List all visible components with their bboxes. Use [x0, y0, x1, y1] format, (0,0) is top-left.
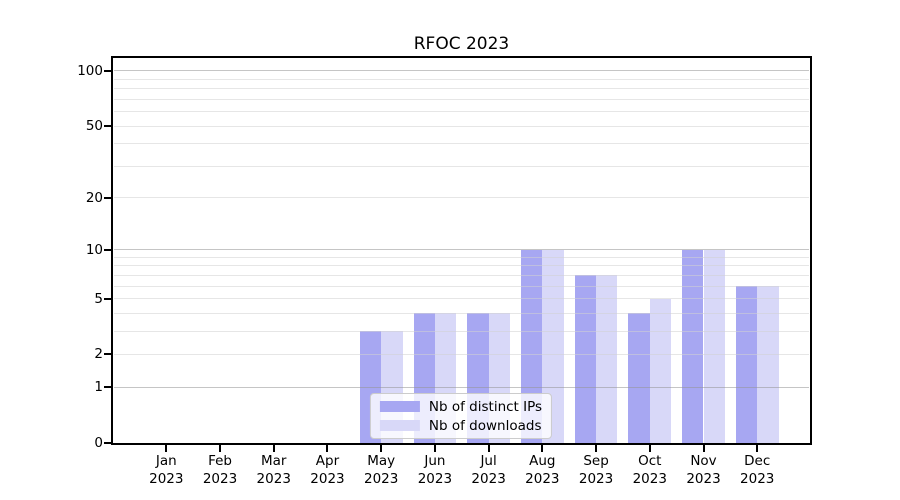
- y-tick-label-1: 1: [94, 379, 103, 396]
- x-tick-jan: [165, 445, 168, 452]
- x-tick-nov: [702, 445, 705, 452]
- gridline-y-60: [114, 111, 809, 113]
- gridline-y-90: [114, 78, 809, 80]
- x-tick-jun: [433, 445, 436, 452]
- y-tick-5: [104, 297, 112, 300]
- gridline-y-9: [114, 256, 809, 258]
- x-tick-apr: [326, 445, 329, 452]
- y-tick-label-10: 10: [85, 241, 103, 258]
- legend-label-distinct-ips: Nb of distinct IPs: [428, 398, 543, 415]
- gridline-y-7: [114, 274, 809, 276]
- legend-swatch-distinct-ips: [379, 401, 420, 412]
- y-tick-20: [104, 196, 112, 199]
- legend-swatch-downloads: [379, 420, 420, 431]
- y-tick-2: [104, 353, 112, 356]
- y-tick-10: [104, 248, 112, 251]
- x-tick-sep: [595, 445, 598, 452]
- gridline-y-100: [114, 70, 809, 72]
- x-tick-dec: [756, 445, 759, 452]
- x-tick-label-jan: Jan 2023: [149, 453, 184, 487]
- gridline-y-30: [114, 165, 809, 167]
- y-tick-label-50: 50: [85, 118, 103, 135]
- x-tick-label-feb: Feb 2023: [202, 453, 238, 487]
- bar-downloads-oct: [649, 298, 672, 443]
- y-tick-label-20: 20: [85, 189, 103, 206]
- bar-ips-nov: [682, 249, 704, 443]
- y-tick-label-0: 0: [94, 435, 103, 451]
- gridline-y-3: [114, 330, 809, 332]
- gridline-y-50: [114, 125, 809, 127]
- gridline-y-10: [114, 249, 809, 251]
- x-tick-label-jul: Jul 2023: [471, 453, 506, 487]
- x-tick-label-nov: Nov 2023: [686, 453, 721, 487]
- legend-entry-downloads: Nb of downloads: [379, 417, 542, 434]
- x-tick-label-sep: Sep 2023: [578, 453, 614, 487]
- x-tick-label-aug: Aug 2023: [525, 453, 560, 487]
- legend-entry-distinct-ips: Nb of distinct IPs: [379, 398, 543, 415]
- bar-ips-oct: [628, 313, 650, 443]
- gridline-y-20: [114, 197, 809, 199]
- x-tick-aug: [541, 445, 544, 452]
- bar-ips-dec: [735, 286, 758, 443]
- y-tick-label-5: 5: [94, 290, 103, 307]
- gridline-y-70: [114, 98, 809, 100]
- x-tick-label-oct: Oct 2023: [632, 453, 667, 487]
- x-tick-label-apr: Apr 2023: [310, 453, 345, 487]
- chart-title: RFOC 2023: [413, 34, 510, 54]
- gridline-y-1: [114, 386, 809, 388]
- x-tick-may: [380, 445, 383, 452]
- x-tick-label-mar: Mar 2023: [256, 453, 291, 487]
- gridline-y-8: [114, 265, 809, 267]
- x-tick-label-jun: Jun 2023: [417, 453, 453, 487]
- x-tick-label-may: May 2023: [363, 453, 399, 487]
- gridline-y-2: [114, 353, 809, 355]
- gridline-y-80: [114, 88, 809, 90]
- gridline-y-6: [114, 285, 809, 287]
- y-tick-0: [104, 442, 112, 444]
- legend: Nb of distinct IPs Nb of downloads: [369, 393, 553, 439]
- y-tick-50: [104, 125, 112, 128]
- y-tick-label-100: 100: [77, 62, 103, 79]
- bar-downloads-sep: [596, 275, 618, 443]
- bar-ips-sep: [574, 275, 597, 443]
- gridline-y-40: [114, 143, 809, 145]
- y-tick-label-2: 2: [94, 346, 103, 363]
- gridline-y-4: [114, 312, 809, 314]
- y-tick-100: [104, 69, 112, 72]
- bar-downloads-nov: [703, 249, 725, 443]
- x-tick-oct: [648, 445, 651, 452]
- bar-downloads-dec: [757, 286, 779, 443]
- legend-label-downloads: Nb of downloads: [428, 417, 542, 434]
- y-tick-1: [104, 386, 112, 389]
- x-tick-jul: [487, 445, 490, 452]
- gridline-y-5: [114, 298, 809, 300]
- x-tick-label-dec: Dec 2023: [740, 453, 775, 487]
- x-tick-feb: [219, 445, 222, 452]
- x-tick-mar: [272, 445, 275, 452]
